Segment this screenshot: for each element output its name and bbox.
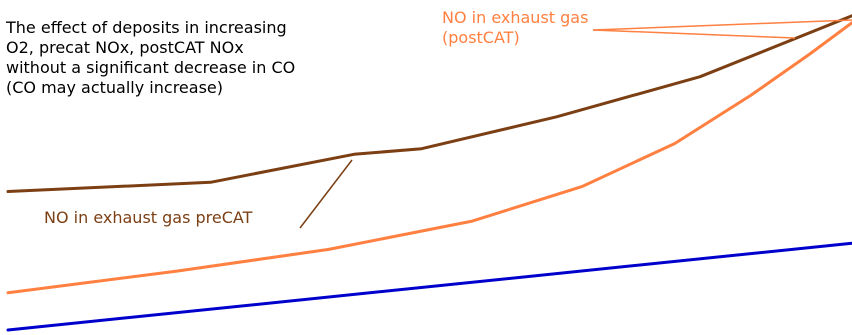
postcat-leader-line-1 [592, 19, 852, 31]
series-line-1 [6, 14, 852, 193]
postcat-leader-line-2 [592, 29, 796, 39]
chart-annotation-text: The effect of deposits in increasing O2,… [6, 18, 296, 97]
precat-series-label: NO in exhaust gas preCAT [44, 208, 253, 227]
series-line-3 [6, 241, 852, 332]
postcat-series-label: NO in exhaust gas (postCAT) [442, 8, 589, 47]
precat-leader-line [299, 159, 353, 229]
series-line-2 [6, 21, 852, 295]
